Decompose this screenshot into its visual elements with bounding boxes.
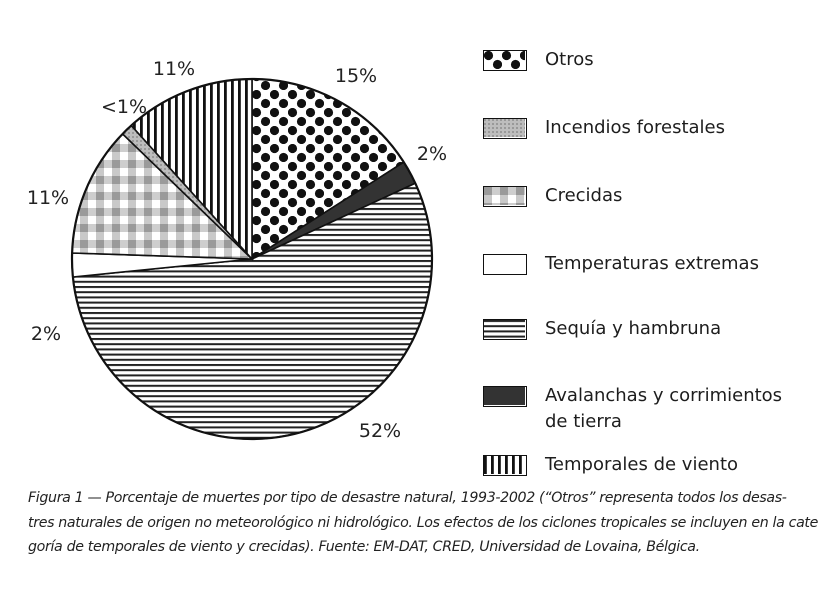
legend-label-otros: Otros	[545, 49, 594, 70]
pie-label-vstripes: 11%	[153, 58, 195, 80]
pie-label-hstripes: 52%	[359, 420, 401, 442]
pie-label-check: 11%	[27, 187, 69, 209]
legend-label-incendios: Incendios forestales	[545, 117, 725, 138]
pie-label-white: 2%	[31, 323, 61, 345]
figure-caption: Figura 1 — Porcentaje de muertes por tip…	[28, 486, 818, 560]
legend-swatch-check	[483, 186, 527, 207]
pie-label-dots: 15%	[335, 65, 377, 87]
caption-line-2: tres naturales de origen no meteorológic…	[28, 514, 818, 531]
legend-swatch-hstripes	[483, 319, 527, 340]
legend-label-avalanchas-line2: de tierra	[545, 411, 622, 432]
legend-label-sequia: Sequía y hambruna	[545, 318, 722, 339]
pie-label-light: <1%	[101, 96, 147, 118]
legend-swatch-vstripes	[483, 455, 527, 476]
legend-swatch-light	[483, 118, 527, 139]
legend-swatch-white	[483, 254, 527, 275]
caption-line-1: Figura 1 — Porcentaje de muertes por tip…	[28, 490, 787, 506]
caption-line-3: goría de temporales de viento y crecidas…	[28, 539, 700, 555]
legend-swatch-dots	[483, 50, 527, 71]
pie-label-solid: 2%	[417, 143, 447, 165]
pie-chart: 15% 2% 52% 2% 11% <1% 11%	[27, 58, 447, 442]
pie-percent-labels: 15% 2% 52% 2% 11% <1% 11%	[27, 58, 447, 442]
legend-label-temperaturas: Temperaturas extremas	[545, 253, 759, 274]
legend-label-avalanchas-line1: Avalanchas y corrimientos	[545, 385, 783, 406]
legend-swatch-solid	[483, 386, 527, 407]
pie-slices	[70, 77, 434, 441]
pie-outline	[70, 77, 434, 441]
legend-label-temporales: Temporales de viento	[545, 454, 739, 475]
legend-label-crecidas: Crecidas	[545, 185, 623, 206]
